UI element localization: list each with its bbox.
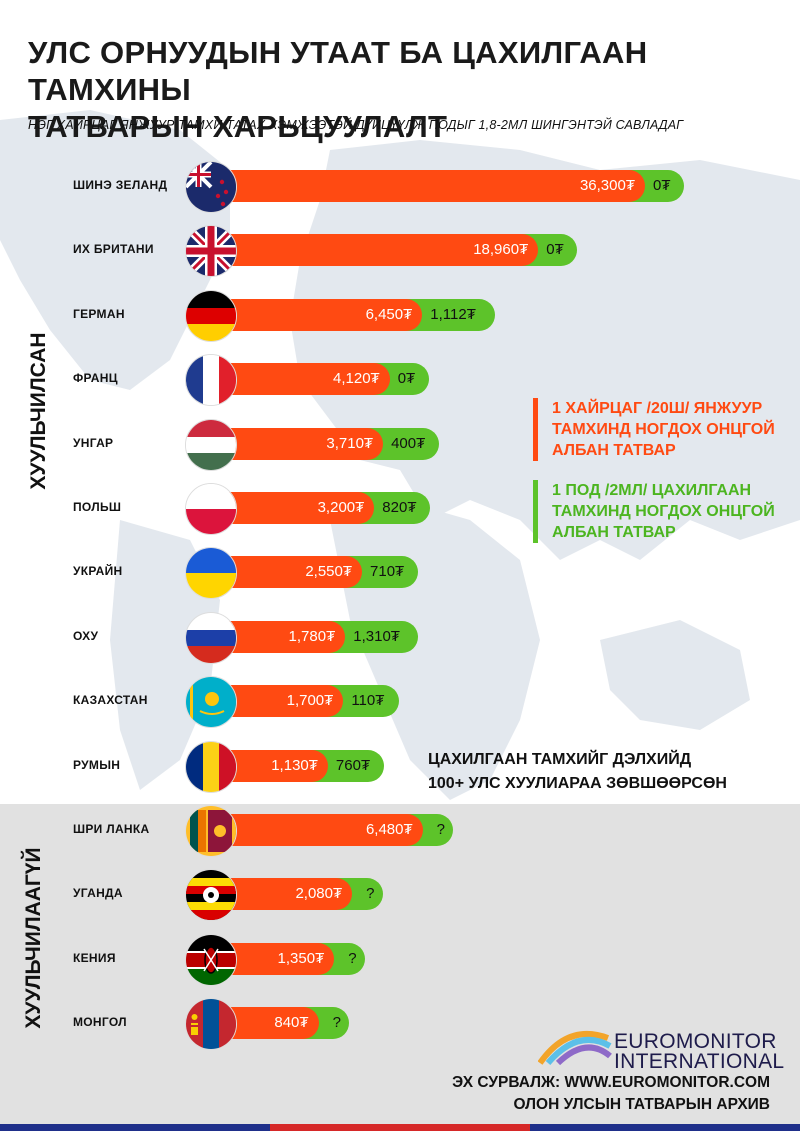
cigarette-tax-value: 3,710₮ — [326, 434, 374, 452]
country-label: КАЗАХСТАН — [73, 693, 148, 708]
country-label: УГАНДА — [73, 886, 123, 901]
country-label: КЕНИЯ — [73, 950, 116, 965]
group-label-legalized: ХУУЛЬЧИЛСАН — [27, 332, 50, 490]
title-line-1: УЛС ОРНУУДЫН УТААТ БА ЦАХИЛГААН ТАМХИНЫ — [28, 35, 648, 107]
logo-wordmark: EUROMONITOR INTERNATIONAL — [614, 1030, 785, 1073]
ecig-tax-value: ? — [436, 821, 445, 838]
flag-icon — [185, 998, 237, 1051]
flag-icon — [185, 161, 237, 213]
flag-icon — [185, 354, 237, 407]
country-label: ФРАНЦ — [73, 371, 118, 386]
cigarette-tax-value: 1,700₮ — [286, 692, 334, 710]
flag-icon — [185, 418, 237, 471]
logo-line-2: INTERNATIONAL — [614, 1050, 785, 1073]
country-label: ОХУ — [73, 628, 99, 643]
cigarette-tax-value: 1,130₮ — [271, 756, 318, 774]
country-label: ИХ БРИТАНИ — [73, 242, 154, 257]
ecig-tax-value: 820₮ — [382, 499, 417, 516]
cigarette-tax-value: 6,480₮ — [365, 821, 413, 838]
cigarette-tax-value: 6,450₮ — [365, 305, 413, 323]
flag-icon — [185, 225, 237, 278]
country-label: УКРАЙН — [73, 564, 123, 579]
subtitle: НЭГ ХАЙРЦАГ ЯНЖУУР ТАМХИ ТАТАХ ХЭМЖЭЭТЭЙ… — [28, 118, 684, 132]
cigarette-tax-value: 1,780₮ — [288, 627, 336, 645]
ecig-tax-value: 1,310₮ — [353, 627, 400, 645]
legend-cigarette: 1 ХАЙРЦАГ /20Ш/ ЯНЖУУР ТАМХИНД НОГДОХ ОН… — [533, 398, 800, 461]
flag-icon — [185, 740, 237, 793]
title-line-2: ТАТВАРЫН ХАРЬЦУУЛАЛТ — [28, 109, 448, 144]
flag-icon — [185, 289, 237, 342]
ecig-tax-value: 1,112₮ — [430, 305, 476, 323]
source-line-1: ЭХ СУРВАЛЖ: WWW.EUROMONITOR.COM — [452, 1074, 770, 1091]
country-label: УНГАР — [73, 435, 114, 450]
cigarette-tax-value: 840₮ — [274, 1014, 309, 1032]
bottom-stripe — [0, 1124, 800, 1131]
flag-icon — [185, 869, 237, 922]
flag-icon — [185, 805, 237, 857]
country-label: МОНГОЛ — [73, 1015, 127, 1030]
ecig-tax-value: 710₮ — [370, 563, 405, 581]
logo-line-1: EUROMONITOR — [614, 1030, 777, 1053]
cigarette-tax-value: 36,300₮ — [579, 177, 635, 194]
country-label: ШИНЭ ЗЕЛАНД — [73, 178, 168, 192]
country-label: ШРИ ЛАНКА — [73, 822, 150, 836]
euromonitor-logo-icon — [538, 1030, 612, 1066]
ecig-tax-value: 400₮ — [391, 434, 426, 452]
cigarette-tax-value: 1,350₮ — [277, 949, 325, 967]
source-credit: ЭХ СУРВАЛЖ: WWW.EUROMONITOR.COM ОЛОН УЛС… — [452, 1072, 770, 1116]
legend-ecig: 1 ПОД /2МЛ/ ЦАХИЛГААН ТАМХИНД НОГДОХ ОНЦ… — [533, 480, 800, 543]
cigarette-tax-value: 2,550₮ — [305, 563, 353, 581]
ecig-tax-value: ? — [348, 949, 357, 967]
source-line-2: ОЛОН УЛСЫН ТАТВАРЫН АРХИВ — [513, 1096, 770, 1113]
country-label: РУМЫН — [73, 757, 121, 772]
country-label: ГЕРМАН — [73, 306, 125, 321]
ecig-tax-value: 0₮ — [546, 241, 564, 259]
country-label: ПОЛЬШ — [73, 500, 122, 514]
flag-icon — [185, 611, 237, 664]
cigarette-tax-bar — [205, 298, 423, 331]
ecig-tax-value: ? — [366, 885, 375, 903]
ecig-tax-value: 0₮ — [653, 177, 671, 194]
cigarette-tax-bar — [205, 814, 423, 846]
page-title: УЛС ОРНУУДЫН УТААТ БА ЦАХИЛГААН ТАМХИНЫ … — [28, 34, 788, 145]
cigarette-tax-value: 3,200₮ — [317, 499, 365, 516]
group-label-not-legalized: ХУУЛЬЧИЛААГҮЙ — [22, 847, 45, 1029]
ecig-tax-value: ? — [332, 1014, 341, 1032]
cigarette-tax-value: 18,960₮ — [473, 241, 529, 259]
ecig-tax-value: 110₮ — [351, 692, 385, 710]
flag-icon — [185, 547, 237, 600]
cigarette-tax-value: 4,120₮ — [333, 370, 380, 388]
cigarette-tax-value: 2,080₮ — [295, 885, 343, 903]
cigarette-tax-bar — [205, 234, 539, 267]
flag-icon — [185, 483, 237, 535]
note-line-1: ЦАХИЛГААН ТАМХИЙГ ДЭЛХИЙД — [428, 751, 692, 768]
note-line-2: 100+ УЛС ХУУЛИАРАА ЗӨВШӨӨРСӨН — [428, 775, 727, 792]
legalization-note: ЦАХИЛГААН ТАМХИЙГ ДЭЛХИЙД 100+ УЛС ХУУЛИ… — [428, 748, 727, 796]
not-legalized-region — [0, 804, 800, 1124]
ecig-tax-value: 760₮ — [335, 756, 371, 774]
ecig-tax-value: 0₮ — [397, 370, 416, 388]
flag-icon — [185, 676, 237, 729]
flag-icon — [185, 933, 237, 986]
cigarette-tax-bar — [205, 170, 645, 202]
